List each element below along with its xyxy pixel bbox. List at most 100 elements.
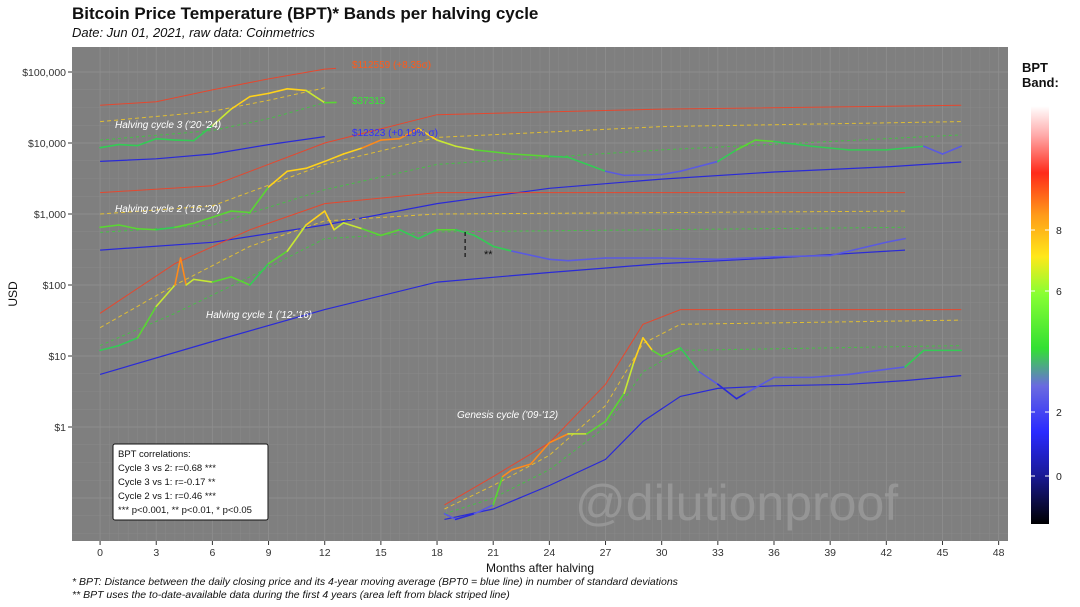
band-low-line — [100, 102, 325, 141]
x-tick-label: 36 — [768, 547, 780, 559]
price-segment — [885, 145, 925, 151]
price-segment — [230, 95, 251, 110]
legend-tick-label: 8 — [1056, 225, 1062, 237]
price-segment — [810, 373, 850, 379]
correlations-line: *** p<0.001, ** p<0.01, * p<0.05 — [118, 505, 252, 516]
price-segment — [136, 227, 158, 231]
price-segment — [179, 257, 187, 286]
price-segment — [660, 347, 682, 357]
price-segment — [473, 234, 495, 248]
correlations-line: Cycle 2 vs 1: r=0.46 *** — [118, 491, 216, 502]
price-segment — [492, 151, 513, 155]
price-segment — [99, 224, 120, 229]
legend-tick-label: 2 — [1056, 407, 1062, 419]
price-segment — [305, 210, 326, 226]
price-segment — [211, 210, 232, 219]
x-tick-label: 9 — [266, 547, 272, 559]
correlations-line: Cycle 3 vs 1: r=-0.17 ** — [118, 477, 216, 488]
legend-title-line2: Band: — [1022, 75, 1059, 90]
y-tick-label: $100,000 — [22, 67, 66, 79]
price-segment — [118, 337, 139, 347]
price-segment — [417, 127, 438, 141]
x-tick-label: 12 — [319, 547, 331, 559]
x-tick-label: 0 — [97, 547, 103, 559]
price-segment — [492, 475, 504, 506]
price-segment — [660, 257, 719, 261]
axes-layer: 0 3 6 9 12 15 18 21 24 27 30 33 36 39 42 45 48$1$10$100$… — [6, 67, 1005, 575]
legend-layer: 8 6 2 0 — [1031, 106, 1062, 524]
label-blue-value: $12323 (+0.19% σ) — [352, 128, 438, 139]
price-segment — [567, 156, 607, 173]
x-tick-label: 45 — [937, 547, 949, 559]
band-high-line — [99, 192, 905, 314]
correlations-header: BPT correlations: — [118, 449, 191, 460]
price-segment — [267, 87, 289, 95]
legend-colorbar — [1031, 106, 1049, 524]
band-low-line — [99, 226, 906, 347]
price-segment — [99, 143, 120, 149]
price-segment — [249, 186, 270, 214]
x-tick-label: 30 — [656, 547, 668, 559]
price-segment — [585, 420, 607, 435]
price-segment — [698, 370, 719, 386]
price-segment — [323, 153, 345, 163]
x-tick-label: 33 — [712, 547, 724, 559]
price-segment — [735, 392, 747, 400]
price-segment — [323, 210, 335, 231]
price-segment — [192, 216, 214, 225]
price-segment — [604, 392, 626, 423]
band-low-line — [100, 134, 962, 233]
price-segment — [885, 237, 906, 244]
price-segment — [174, 139, 195, 142]
price-segment — [511, 463, 532, 471]
band-high-line — [100, 67, 337, 106]
price-segment — [398, 127, 420, 140]
gridlines — [72, 47, 1008, 541]
band-mid-line — [444, 319, 962, 510]
price-segment — [267, 170, 289, 188]
label-genesis: Genesis cycle ('09-'12) — [457, 410, 558, 421]
price-segment — [529, 441, 551, 465]
price-segment — [436, 139, 457, 148]
x-tick-label: 24 — [544, 547, 556, 559]
price-segment — [642, 337, 654, 352]
price-segment — [717, 383, 738, 400]
price-segment — [922, 145, 944, 155]
price-segment — [810, 145, 850, 151]
price-segment — [136, 305, 158, 339]
watermark: @dilutionproof — [575, 475, 898, 531]
price-segment — [286, 87, 307, 92]
price-segment — [745, 376, 775, 394]
price-segment — [473, 149, 495, 153]
price-segment — [118, 224, 139, 230]
price-segment — [773, 254, 831, 258]
price-segment — [333, 222, 345, 231]
label-cycle3: Halving cycle 3 ('20-'24) — [115, 120, 221, 131]
series-2 — [99, 192, 906, 375]
x-tick-label: 27 — [600, 547, 612, 559]
legend-tick-label: 0 — [1056, 471, 1062, 483]
x-axis-title: Months after halving — [486, 561, 594, 575]
price-segment — [848, 368, 888, 376]
label-cycle1: Halving cycle 1 ('12-'16) — [206, 310, 312, 321]
series-layer — [99, 67, 963, 521]
price-segment — [443, 512, 457, 521]
price-segment — [679, 347, 700, 373]
price-segment — [717, 149, 738, 163]
price-segment — [155, 284, 176, 308]
x-tick-label: 15 — [375, 547, 387, 559]
correlations-box — [112, 443, 269, 521]
price-segment — [548, 433, 569, 444]
price-segment — [632, 337, 644, 364]
price-segment — [941, 145, 963, 155]
price-segment — [211, 276, 232, 283]
footnote-double-star: ** BPT uses the to-date-available data d… — [72, 589, 510, 601]
band-low-line — [444, 345, 962, 515]
price-segment — [342, 147, 363, 155]
price-segment — [679, 160, 719, 173]
price-segment — [267, 250, 289, 265]
price-segment — [230, 210, 251, 214]
legend-title-line1: BPT — [1022, 60, 1048, 75]
price-segment — [185, 278, 195, 286]
